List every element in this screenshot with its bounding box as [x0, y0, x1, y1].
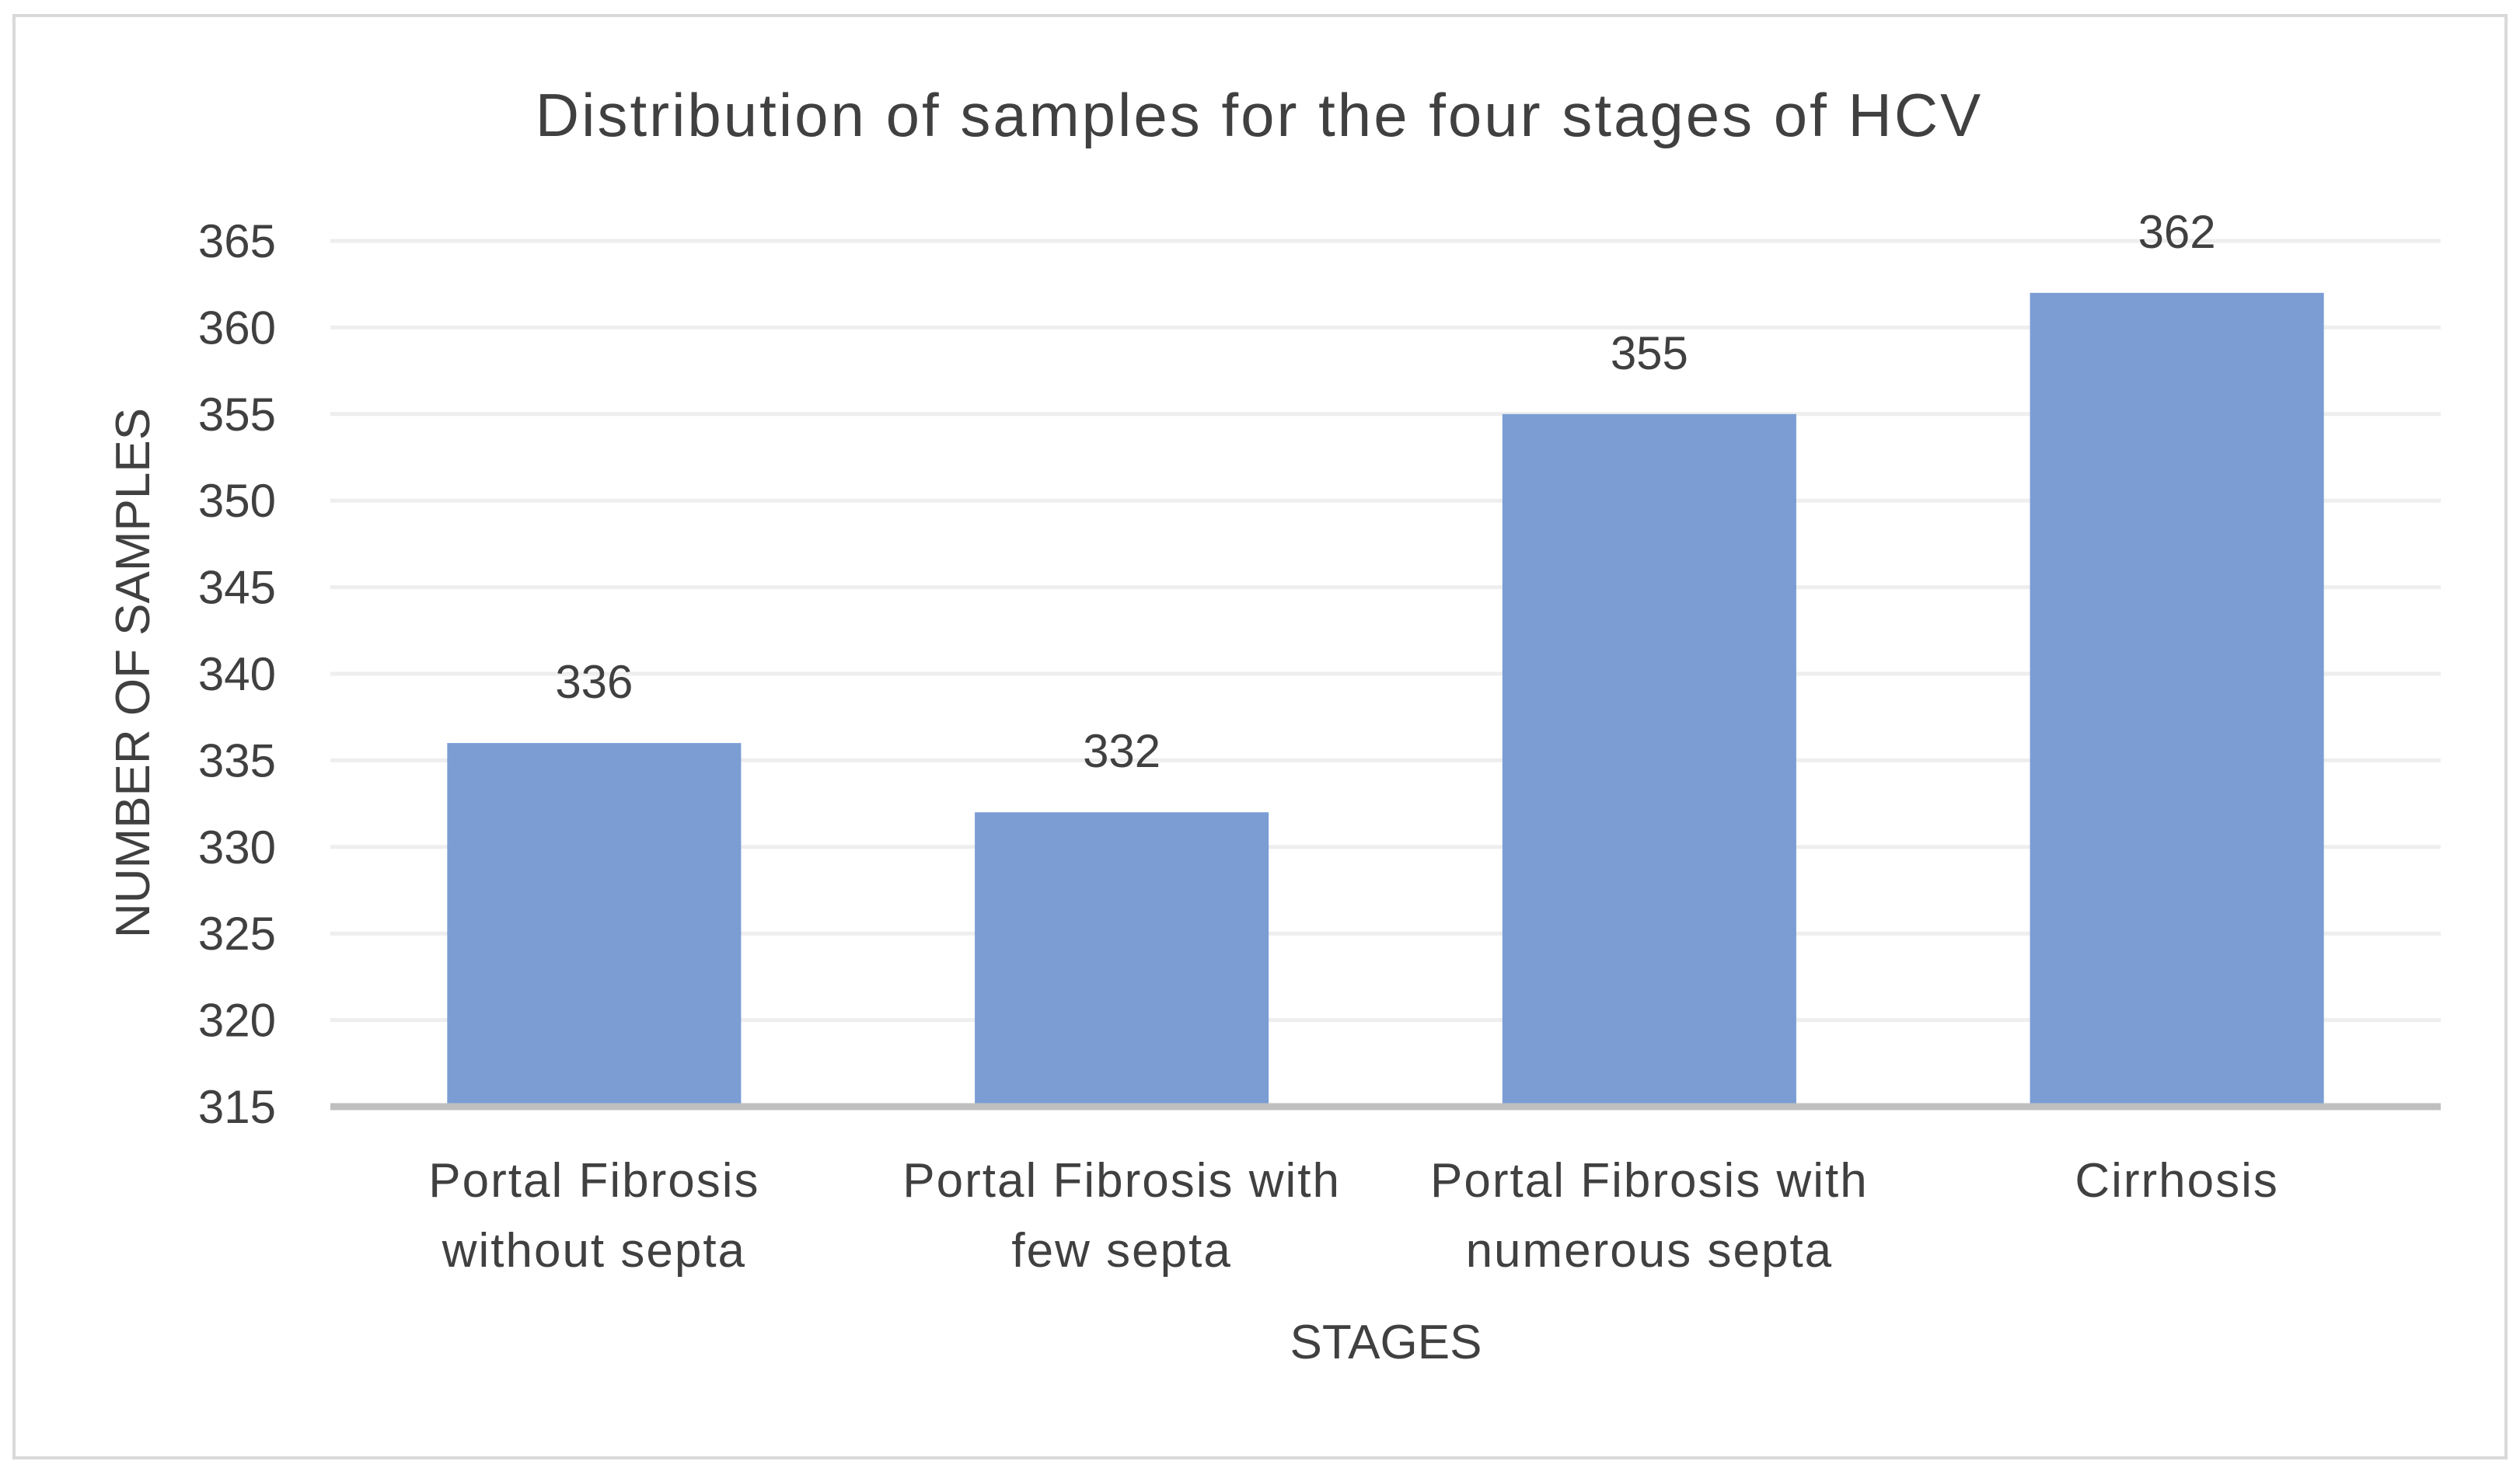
bar	[447, 743, 742, 1107]
bar	[1502, 413, 1796, 1107]
bar	[2030, 292, 2324, 1107]
x-tick-label: numerous septa	[1466, 1224, 1834, 1278]
bars	[447, 292, 2324, 1107]
y-tick-label: 325	[198, 908, 276, 960]
x-tick-label: Cirrhosis	[2075, 1154, 2279, 1208]
x-tick-labels: Portal Fibrosis without septa Portal Fibro…	[428, 1154, 2279, 1278]
y-tick-label: 340	[198, 648, 276, 700]
y-tick-label: 360	[198, 302, 276, 354]
y-axis-title: NUMBER OF SAMPLES	[106, 408, 160, 938]
bar	[975, 812, 1269, 1107]
x-axis-title: STAGES	[1290, 1316, 1482, 1369]
data-label: 332	[1083, 725, 1161, 777]
chart-title: Distribution of samples for the four sta…	[536, 81, 1983, 149]
y-tick-label: 365	[198, 215, 276, 267]
y-tick-label: 355	[198, 389, 276, 441]
x-tick-label: Portal Fibrosis with	[1430, 1154, 1869, 1208]
data-label: 355	[1611, 327, 1688, 379]
x-tick-label: without septa	[442, 1224, 746, 1278]
data-label: 362	[2138, 206, 2216, 258]
y-tick-label: 350	[198, 475, 276, 527]
x-tick-label: few septa	[1011, 1224, 1231, 1278]
y-tick-label: 330	[198, 821, 276, 873]
x-tick-label: Portal Fibrosis with	[902, 1154, 1341, 1208]
data-label: 336	[555, 656, 633, 708]
y-tick-label: 320	[198, 995, 276, 1047]
y-tick-label: 335	[198, 734, 276, 786]
x-tick-label: Portal Fibrosis	[428, 1154, 759, 1208]
y-tick-label: 315	[198, 1081, 276, 1133]
y-tick-label: 345	[198, 562, 276, 614]
data-labels: 336 332 355 362	[555, 206, 2215, 777]
y-tick-labels: 315 320 325 330 335 340 345 350 355 360 365	[198, 215, 276, 1133]
